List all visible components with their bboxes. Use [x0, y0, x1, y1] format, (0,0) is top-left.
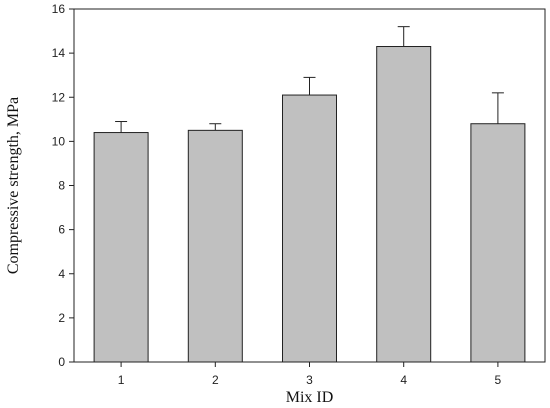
x-tick-label: 3 [306, 373, 313, 387]
y-tick-label: 2 [58, 311, 65, 325]
bar-mix-2 [187, 129, 243, 363]
y-tick-label: 4 [58, 267, 65, 281]
y-tick-label: 8 [58, 179, 65, 193]
y-tick-label: 0 [58, 355, 65, 369]
y-axis-ticks: 0 2 4 6 8 10 12 14 16 [52, 2, 74, 369]
y-tick-label: 16 [52, 2, 66, 16]
y-tick-label: 10 [52, 134, 66, 148]
y-axis-label: Compressive strength, MPa [5, 97, 22, 274]
x-axis-ticks: 1 2 3 4 5 [118, 362, 502, 387]
y-tick-label: 6 [58, 223, 65, 237]
x-tick-label: 2 [212, 373, 219, 387]
x-tick-label: 1 [118, 373, 125, 387]
bar-mix-5 [470, 123, 526, 363]
x-tick-label: 5 [495, 373, 502, 387]
bars [93, 26, 526, 363]
y-tick-label: 12 [52, 90, 66, 104]
bar-mix-1 [93, 132, 149, 363]
x-tick-label: 4 [400, 373, 407, 387]
x-axis-label: Mix ID [286, 389, 334, 406]
bar-mix-3 [282, 94, 337, 363]
bar-mix-4 [376, 46, 432, 363]
y-tick-label: 14 [52, 46, 66, 60]
